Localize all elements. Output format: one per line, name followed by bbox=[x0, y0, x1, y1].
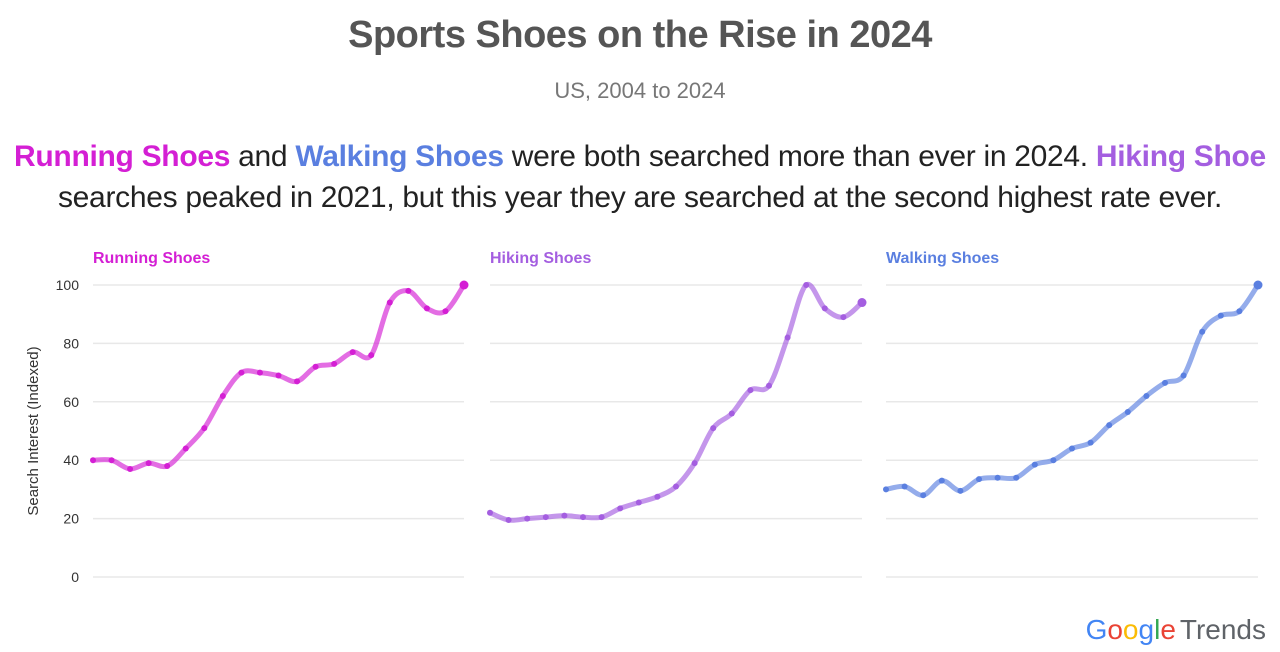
data-point bbox=[238, 369, 245, 376]
data-point bbox=[598, 514, 605, 521]
data-point bbox=[164, 463, 171, 470]
data-point bbox=[710, 425, 717, 432]
data-point bbox=[108, 457, 115, 464]
data-point bbox=[127, 465, 134, 472]
panel-title-hiking: Hiking Shoes bbox=[490, 250, 591, 267]
data-point bbox=[1050, 457, 1057, 464]
highlight-walking-shoes: Walking Shoes bbox=[295, 140, 504, 173]
data-point bbox=[1236, 308, 1243, 315]
y-axis-label: Search Interest (Indexed) bbox=[25, 346, 42, 515]
data-point bbox=[386, 299, 393, 306]
data-point bbox=[691, 460, 698, 467]
data-point bbox=[617, 505, 624, 512]
data-point bbox=[803, 282, 810, 288]
y-tick-label: 100 bbox=[56, 277, 80, 293]
data-point bbox=[1106, 422, 1113, 429]
description-text: and bbox=[230, 140, 296, 173]
y-tick-label: 40 bbox=[63, 452, 79, 468]
y-tick-label: 60 bbox=[63, 394, 79, 410]
data-point bbox=[957, 487, 964, 494]
google-logo: Google bbox=[1086, 614, 1176, 645]
data-point bbox=[90, 457, 96, 464]
highlight-running-shoes: Running Shoes bbox=[14, 140, 231, 173]
data-point bbox=[1199, 328, 1206, 335]
data-point bbox=[728, 410, 735, 417]
data-point bbox=[883, 486, 889, 493]
data-point bbox=[487, 509, 493, 516]
data-point bbox=[442, 308, 449, 315]
data-point bbox=[542, 514, 549, 521]
data-point bbox=[331, 360, 338, 367]
chart-subtitle: US, 2004 to 2024 bbox=[554, 78, 726, 103]
data-point bbox=[561, 512, 568, 519]
data-point bbox=[1143, 392, 1150, 399]
description-text: searches peaked in 2021, but this year t… bbox=[57, 181, 1223, 214]
data-point bbox=[580, 514, 586, 521]
data-point bbox=[747, 387, 754, 394]
google-logo-letter: l bbox=[1154, 614, 1161, 645]
data-point bbox=[840, 314, 847, 321]
data-point bbox=[1217, 312, 1224, 319]
google-logo-letter: g bbox=[1138, 614, 1155, 645]
data-point bbox=[821, 305, 828, 312]
google-logo-letter: o bbox=[1107, 614, 1123, 645]
y-tick-label: 20 bbox=[63, 511, 79, 527]
trends-label: Trends bbox=[1179, 614, 1266, 645]
small-multiples-chart: Search Interest (Indexed) 0 20 40 60 80 100 Run… bbox=[25, 250, 1263, 585]
data-point bbox=[635, 499, 642, 506]
data-point bbox=[994, 474, 1001, 481]
data-point bbox=[784, 334, 791, 341]
data-point bbox=[673, 483, 679, 490]
google-logo-letter: e bbox=[1160, 614, 1176, 645]
data-point bbox=[1031, 461, 1038, 468]
data-point bbox=[1253, 280, 1263, 290]
data-point bbox=[368, 352, 375, 359]
data-point bbox=[256, 369, 263, 376]
data-point bbox=[857, 298, 867, 308]
data-point bbox=[1013, 474, 1020, 481]
data-point bbox=[459, 280, 469, 290]
data-point bbox=[349, 349, 356, 356]
y-tick-label: 0 bbox=[71, 569, 79, 585]
data-point bbox=[920, 492, 927, 499]
data-point bbox=[405, 287, 412, 294]
data-point bbox=[145, 460, 152, 467]
data-point bbox=[505, 517, 512, 524]
description-text: were both searched more than ever in 202… bbox=[503, 140, 1096, 173]
panel-title-walking: Walking Shoes bbox=[886, 250, 999, 267]
chart-description: Running Shoes and Walking Shoes were bot… bbox=[0, 136, 1280, 218]
data-point bbox=[294, 378, 301, 385]
data-point bbox=[938, 477, 945, 484]
data-point bbox=[1162, 379, 1168, 386]
data-point bbox=[201, 425, 208, 432]
data-point bbox=[219, 392, 226, 399]
chart-title: Sports Shoes on the Rise in 2024 bbox=[348, 14, 932, 56]
highlight-hiking-shoes: Hiking Shoe bbox=[1095, 140, 1266, 173]
google-logo-letter: G bbox=[1085, 614, 1108, 645]
data-point bbox=[766, 382, 772, 389]
data-point bbox=[976, 476, 982, 483]
data-point bbox=[524, 515, 531, 522]
google-logo-letter: o bbox=[1122, 614, 1139, 645]
data-point bbox=[1124, 409, 1131, 416]
data-point bbox=[182, 445, 189, 452]
data-point bbox=[1069, 445, 1075, 452]
data-point bbox=[423, 305, 430, 312]
data-point bbox=[275, 372, 282, 379]
panel-title-running: Running Shoes bbox=[93, 250, 210, 267]
series-line-walking bbox=[883, 282, 1261, 498]
data-point bbox=[1087, 439, 1094, 446]
data-point bbox=[901, 483, 908, 490]
data-point bbox=[1180, 372, 1187, 379]
google-trends-logo: Google Trends bbox=[1086, 612, 1266, 648]
y-tick-label: 80 bbox=[63, 335, 79, 351]
data-point bbox=[312, 363, 319, 370]
data-point bbox=[654, 493, 661, 500]
